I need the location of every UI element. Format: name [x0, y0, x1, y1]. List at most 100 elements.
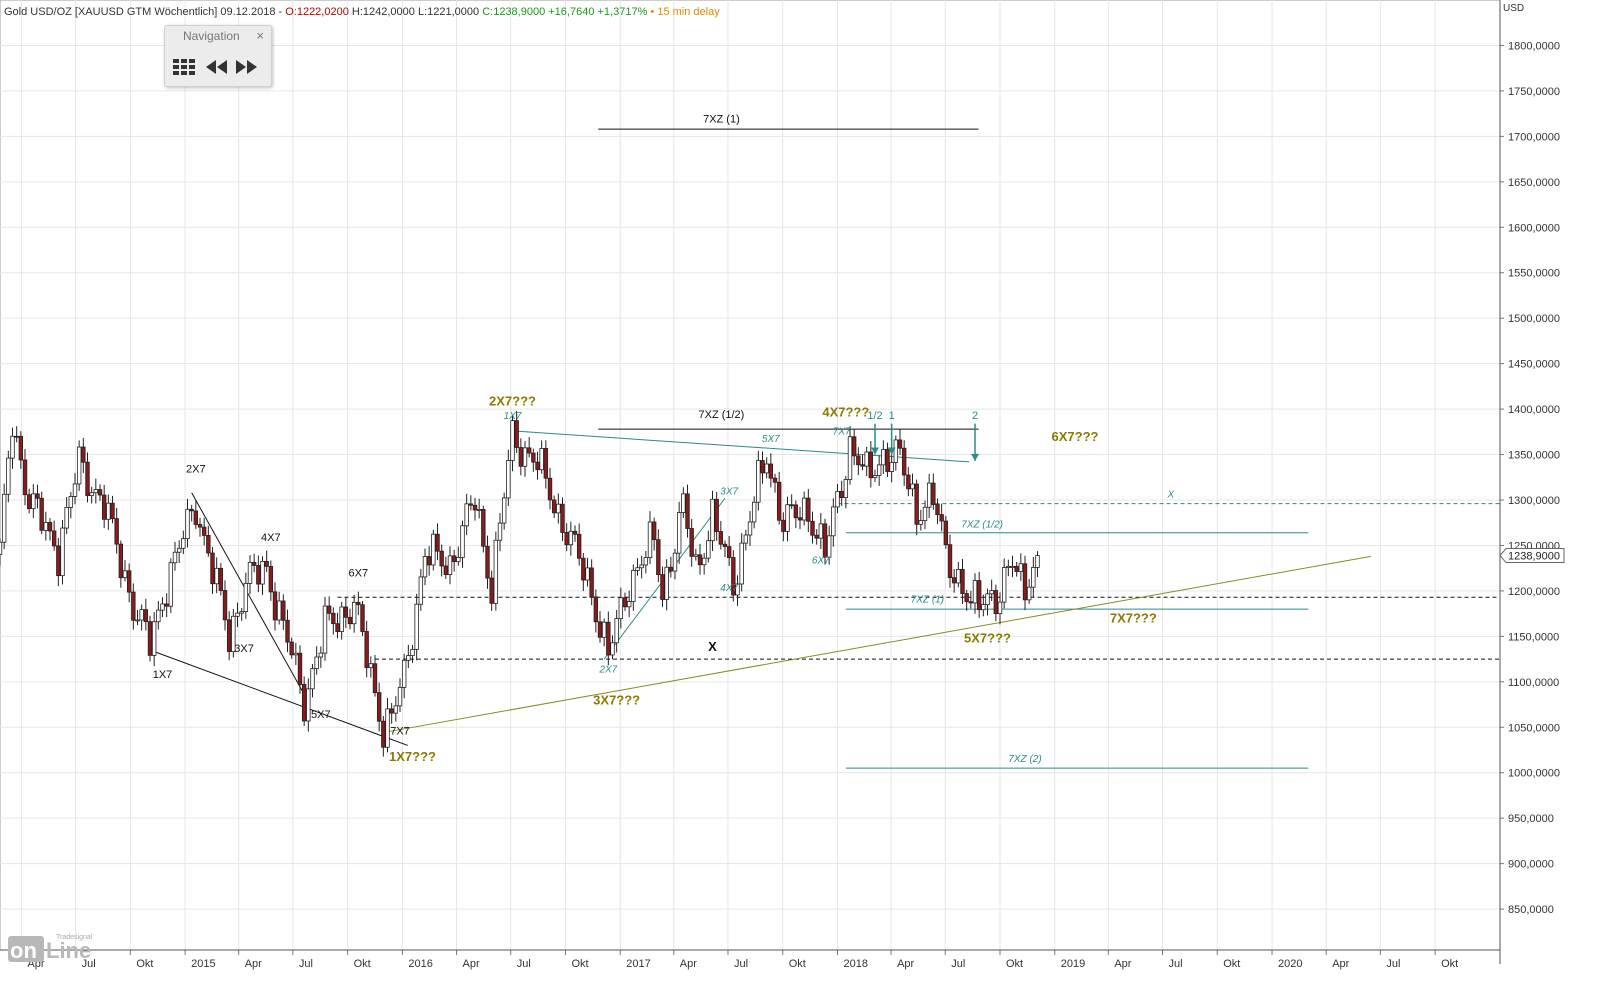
candle-body	[693, 554, 699, 557]
chart-annotation: 2X7	[186, 464, 206, 476]
candle-body	[793, 504, 799, 519]
candle-body	[918, 520, 924, 525]
candle-body	[51, 530, 57, 547]
x-tick-label: Apr	[1332, 958, 1349, 970]
candle-body	[364, 631, 369, 668]
candle-body	[243, 582, 249, 612]
candle-body	[843, 479, 849, 499]
candle-body	[343, 606, 349, 618]
candle-body	[626, 601, 632, 608]
candle-body	[439, 550, 444, 567]
chart-annotation: 6X7	[812, 556, 830, 567]
open-value: O:1222,0200	[285, 6, 349, 18]
candle-body	[468, 503, 474, 506]
candle-body	[460, 525, 465, 558]
candle-body	[789, 504, 794, 507]
candle-body	[864, 451, 869, 467]
candle-body	[426, 556, 432, 566]
trend-line	[512, 430, 970, 463]
candle-body	[868, 451, 874, 479]
candle-body	[485, 545, 490, 579]
chart-annotation: 5X7	[762, 434, 780, 445]
candle-body	[214, 567, 219, 585]
candle-body	[710, 498, 715, 542]
close-icon[interactable]: ×	[256, 28, 264, 43]
candle-body	[897, 439, 903, 449]
x-tick-label: Okt	[1223, 958, 1240, 970]
last-price-label: 1238,9000	[1508, 551, 1560, 563]
close-value: C:1238,9000 +16,7640 +1,3717%	[482, 6, 648, 18]
candle-body	[293, 652, 299, 656]
fast-forward-icon[interactable]	[235, 58, 259, 79]
candle-body	[406, 655, 411, 661]
candle-body	[768, 463, 774, 479]
candle-body	[326, 605, 332, 614]
candle-body	[351, 601, 357, 625]
candle-body	[876, 464, 882, 476]
x-tick-label: Jul	[1386, 958, 1400, 970]
chart-annotation: 1/2	[867, 410, 882, 422]
x-tick-label: 2018	[844, 958, 868, 970]
plot-area	[0, 0, 1501, 951]
x-tick-label: Jul	[951, 958, 965, 970]
chart-annotation: 1X7	[153, 669, 173, 681]
candle-body	[943, 520, 949, 546]
candle-body	[585, 567, 590, 581]
chart-annotation: 6X7???	[1052, 429, 1099, 444]
candle-body	[31, 493, 36, 510]
instrument-header: Gold USD/OZ [XAUUSD GTM Wöchentlich] 09.…	[4, 6, 720, 18]
x-tick-label: 2016	[408, 958, 432, 970]
candle-body	[601, 621, 607, 638]
candle-body	[572, 530, 578, 535]
y-tick-label: 1000,0000	[1508, 768, 1560, 780]
candle-body	[314, 656, 319, 669]
arrow-head	[971, 453, 979, 461]
x-tick-label: Okt	[354, 958, 371, 970]
candle-body	[26, 494, 32, 510]
x-tick-label: Jul	[517, 958, 531, 970]
candle-body	[560, 503, 565, 533]
chart-annotation: 7XZ (1)	[911, 595, 944, 606]
candlestick-series	[0, 410, 1040, 757]
candle-body	[143, 609, 149, 623]
candle-body	[739, 542, 744, 585]
navigation-title: Navigation	[183, 29, 240, 43]
x-tick-label: Jul	[299, 958, 313, 970]
navigation-panel[interactable]: Navigation ×	[164, 25, 272, 87]
candle-body	[914, 483, 919, 525]
candle-body	[581, 557, 586, 581]
candle-body	[414, 603, 419, 650]
candle-body	[106, 502, 111, 520]
candle-body	[881, 449, 886, 466]
candle-body	[39, 497, 44, 531]
candle-body	[522, 447, 528, 467]
chart-annotation: 5X7	[311, 709, 331, 721]
candle-body	[664, 566, 669, 600]
grid-icon[interactable]	[173, 58, 197, 79]
candle-body	[781, 519, 786, 532]
candle-body	[518, 447, 524, 467]
candle-body	[514, 420, 519, 448]
candle-body	[0, 541, 3, 555]
candle-body	[76, 446, 82, 485]
candle-body	[126, 570, 132, 593]
candle-body	[35, 493, 40, 499]
candle-body	[256, 565, 261, 585]
chart-annotation: 7X7	[833, 427, 851, 438]
candle-body	[939, 514, 944, 522]
candle-body	[731, 557, 736, 596]
candle-body	[826, 535, 832, 558]
candle-body	[397, 686, 403, 707]
rewind-icon[interactable]	[205, 58, 229, 79]
candle-body	[193, 510, 199, 525]
candle-body	[964, 593, 969, 603]
candle-body	[231, 615, 236, 653]
candle-body	[18, 435, 24, 461]
candle-body	[281, 600, 286, 621]
candle-body	[718, 531, 724, 545]
candle-body	[206, 535, 211, 554]
x-tick-label: Apr	[245, 958, 262, 970]
candle-body	[431, 533, 436, 566]
candle-body	[681, 493, 686, 513]
